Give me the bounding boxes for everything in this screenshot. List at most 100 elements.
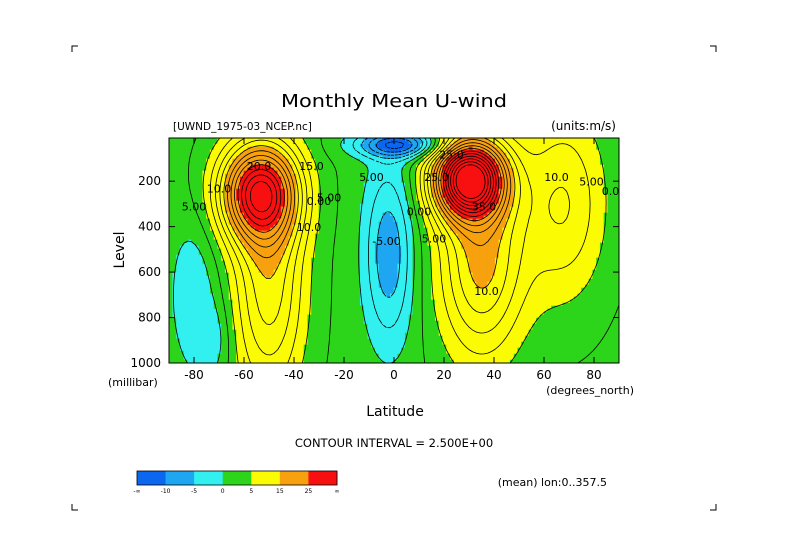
contour-fill-cell [191, 149, 196, 154]
contour-fill-cell [573, 191, 579, 196]
contour-fill-cell [506, 218, 511, 223]
contour-fill-cell [543, 224, 549, 229]
contour-fill-cell [217, 158, 222, 163]
contour-fill-cell [194, 215, 200, 220]
contour-fill-cell [262, 152, 267, 157]
contour-fill-cell [356, 209, 361, 214]
contour-fill-cell [614, 182, 619, 187]
contour-fill-cell [562, 200, 567, 205]
contour-fill-cell [374, 200, 380, 205]
contour-fill-cell [329, 209, 335, 214]
contour-fill-cell [169, 164, 174, 169]
contour-fill-cell [543, 185, 549, 190]
contour-fill-cell [344, 197, 350, 202]
contour-fill-cell [498, 149, 504, 154]
contour-fill-cell [258, 215, 264, 220]
contour-fill-cell [382, 143, 387, 148]
contour-fill-cell [262, 203, 267, 208]
contour-fill-cell [494, 182, 500, 187]
contour-fill-cell [506, 185, 511, 190]
contour-fill-cell [457, 191, 462, 196]
contour-fill-cell [498, 167, 504, 172]
contour-fill-cell [363, 170, 369, 175]
contour-fill-cell [262, 179, 267, 184]
contour-fill-cell [209, 138, 215, 142]
contour-fill-cell [483, 182, 489, 187]
contour-fill-cell [326, 143, 331, 148]
contour-fill-cell [266, 185, 271, 190]
contour-fill-cell [416, 170, 421, 175]
contour-fill-cell [221, 224, 226, 229]
contour-fill-cell [521, 149, 526, 154]
contour-fill-cell [419, 149, 425, 154]
contour-fill-cell [434, 155, 440, 160]
contour-fill-cell [461, 167, 466, 172]
contour-fill-cell [487, 194, 492, 199]
contour-fill-cell [322, 143, 327, 148]
contour-fill-cell [569, 182, 575, 187]
contour-fill-cell [588, 155, 594, 160]
contour-fill-cell [273, 200, 279, 205]
contour-fill-cell [412, 188, 417, 193]
contour-fill-cell [232, 161, 237, 166]
contour-fill-cell [611, 158, 616, 163]
contour-fill-cell [224, 173, 230, 178]
contour-fill-cell [543, 152, 549, 157]
contour-fill-cell [513, 158, 519, 163]
contour-fill-cell [172, 170, 177, 175]
contour-fill-cell [303, 149, 309, 154]
contour-fill-cell [266, 200, 271, 205]
contour-fill-cell [363, 224, 369, 229]
contour-fill-cell [288, 140, 294, 145]
contour-fill-cell [292, 212, 297, 217]
contour-fill-cell [183, 188, 189, 193]
contour-fill-cell [539, 200, 545, 205]
contour-fill-cell [607, 146, 612, 151]
contour-fill-cell [251, 221, 256, 226]
contour-fill-cell [277, 179, 282, 184]
contour-fill-cell [491, 170, 496, 175]
contour-fill-cell [562, 161, 567, 166]
contour-fill-cell [442, 173, 447, 178]
contour-fill-cell [581, 194, 586, 199]
contour-fill-cell [194, 176, 200, 181]
contour-fill-cell [393, 215, 399, 220]
contour-fill-cell [194, 138, 200, 142]
contour-fill-cell [374, 203, 380, 208]
contour-fill-cell [269, 152, 275, 157]
contour-fill-cell [479, 206, 485, 211]
contour-fill-cell [348, 206, 354, 211]
contour-fill-cell [314, 191, 320, 196]
contour-fill-cell [491, 209, 496, 214]
contour-fill-cell [172, 176, 177, 181]
contour-fill-cell [607, 185, 612, 190]
contour-fill-cell [551, 203, 556, 208]
contour-fill-cell [498, 197, 504, 202]
contour-fill-cell [569, 224, 575, 229]
contour-fill-cell [566, 143, 571, 148]
contour-fill-cell [341, 143, 346, 148]
contour-fill-cell [521, 167, 526, 172]
contour-fill-cell [269, 155, 275, 160]
contour-fill-cell [562, 185, 567, 190]
contour-fill-cell [539, 155, 545, 160]
contour-fill-cell [408, 138, 414, 142]
contour-fill-cell [581, 173, 586, 178]
contour-fill-cell [393, 155, 399, 160]
contour-fill-cell [194, 185, 200, 190]
contour-fill-cell [547, 203, 552, 208]
contour-fill-cell [614, 185, 619, 190]
contour-fill-cell [588, 170, 594, 175]
contour-fill-cell [599, 155, 605, 160]
contour-fill-cell [614, 194, 619, 199]
contour-fill-cell [393, 203, 399, 208]
contour-fill-cell [277, 224, 282, 229]
contour-fill-cell [513, 140, 519, 145]
contour-fill-cell [206, 224, 211, 229]
contour-fill-cell [322, 182, 327, 187]
contour-fill-cell [446, 143, 451, 148]
contour-fill-cell [588, 161, 594, 166]
contour-fill-cell [363, 167, 369, 172]
contour-fill-cell [393, 209, 399, 214]
contour-fill-cell [532, 155, 537, 160]
